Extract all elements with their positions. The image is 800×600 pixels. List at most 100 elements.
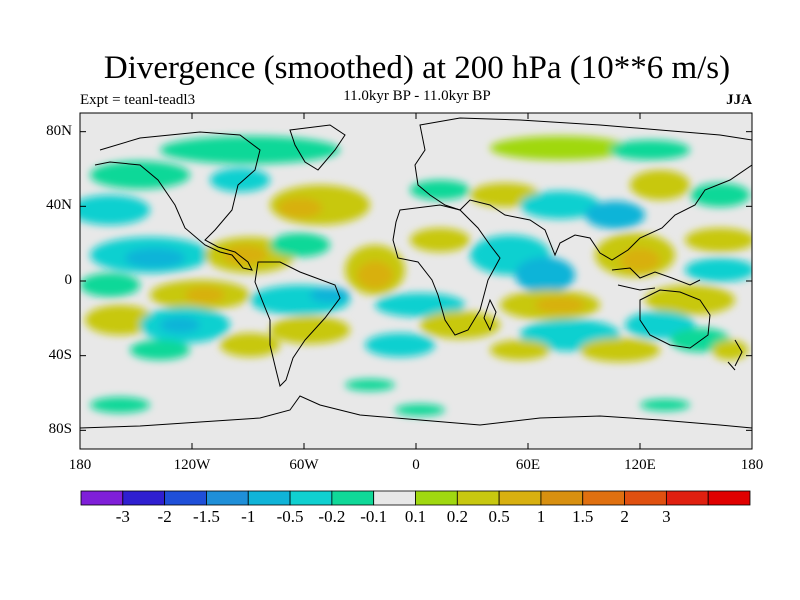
colorbar-swatch (164, 490, 207, 506)
divergence-field (80, 136, 752, 416)
colorbar-swatch (331, 490, 375, 506)
field-blob (685, 258, 752, 282)
field-blob (80, 195, 150, 225)
lat-label: 0 (64, 272, 73, 288)
field-blob (420, 311, 500, 339)
colorbar-label: 0.1 (404, 507, 427, 526)
coastline-greenland (289, 124, 346, 171)
field-blob (580, 338, 660, 362)
coastline-new-zealand (727, 339, 743, 371)
coastline-madagascar (483, 298, 497, 332)
lat-label: 80S (48, 421, 72, 438)
lat-label: 40N (46, 197, 72, 214)
map-title: Divergence (smoothed) at 200 hPa (10**6 … (103, 50, 731, 86)
field-blob (160, 317, 200, 333)
season-label: JJA (726, 92, 752, 108)
field-blob (270, 316, 350, 344)
field-blob (90, 161, 190, 189)
colorbar-label: -0.2 (318, 507, 346, 526)
field-blob (278, 198, 322, 218)
colorbar-label: -1.5 (192, 507, 220, 526)
colorbar-label: 1 (536, 507, 546, 526)
coastline-australia (639, 289, 711, 349)
colorbar-swatch (80, 490, 124, 506)
colorbar-swatch (707, 490, 751, 506)
colorbar-swatch (247, 490, 291, 506)
colorbar-swatch (415, 490, 458, 506)
field-blob (345, 379, 395, 391)
field-blob (645, 285, 735, 315)
colorbar-label: -1 (241, 507, 256, 526)
field-blob (130, 340, 190, 360)
coastline-antarctica (80, 395, 752, 429)
field-blob (125, 248, 185, 268)
experiment-label: Expt = teanl-teadl3 (80, 92, 196, 108)
colorbar-swatch (206, 490, 249, 506)
coastlines (80, 117, 752, 429)
field-blob (185, 287, 225, 303)
colorbar-swatch (289, 490, 333, 506)
field-blob (640, 399, 690, 411)
field-blob (210, 168, 270, 192)
colorbar-label: 2 (620, 507, 629, 526)
colorbar-label: -3 (115, 507, 130, 526)
field-blob (490, 136, 630, 160)
colorbar-label: -2 (157, 507, 172, 526)
colorbar-swatch (540, 490, 584, 506)
colorbar-swatch (498, 490, 542, 506)
lon-label: 120W (173, 457, 211, 473)
coastline-africa (392, 204, 501, 336)
colorbar-label: 3 (662, 507, 671, 526)
field-blob (223, 245, 267, 265)
lat-label: 80N (46, 122, 72, 139)
field-blob (410, 228, 470, 252)
field-blob (520, 191, 600, 219)
colorbar-label: 0.5 (488, 507, 510, 526)
field-blob (80, 273, 140, 297)
coastline-north-america (94, 131, 261, 271)
lon-label: 60E (515, 457, 541, 473)
field-blob (712, 340, 748, 360)
field-blob (625, 311, 695, 339)
period-label: 11.0kyr BP - 11.0kyr BP (343, 88, 491, 104)
field-blob (610, 140, 690, 160)
field-blob (270, 233, 330, 257)
field-blob (90, 397, 150, 413)
field-blob (585, 201, 645, 229)
field-blob (410, 180, 470, 200)
colorbar-label: 1.5 (572, 507, 594, 526)
lon-label: 60W (289, 457, 319, 473)
field-blob (220, 333, 280, 357)
lon-label: 120E (624, 457, 656, 473)
colorbar-swatch (582, 490, 625, 506)
colorbar-label: 0.2 (446, 507, 468, 526)
axis-ticks (79, 113, 753, 449)
field-blob (160, 136, 340, 164)
colorbar-swatch (122, 490, 166, 506)
coastline-maritime-continent (611, 267, 701, 291)
field-blob (690, 183, 750, 207)
field-blob (535, 297, 585, 313)
field-blob (357, 261, 393, 289)
colorbar-label: -0.5 (276, 507, 304, 526)
field-blob (630, 170, 690, 200)
field-blob (395, 404, 445, 416)
lon-label: 0 (412, 457, 420, 473)
field-blob (490, 340, 550, 360)
field-blob (365, 333, 435, 357)
lon-label: 180 (68, 457, 92, 473)
field-blob (620, 248, 660, 272)
coastline-south-america (254, 261, 341, 387)
field-blob (85, 305, 155, 335)
field-blob (685, 228, 752, 252)
colorbar-swatch (373, 490, 416, 506)
colorbar-swatch (456, 490, 500, 506)
field-blob (515, 257, 575, 293)
field-blob (310, 287, 350, 303)
lat-label: 40S (48, 346, 72, 363)
lon-label: 180 (740, 457, 764, 473)
colorbar-swatch (624, 490, 667, 506)
colorbar-swatch (665, 490, 709, 506)
